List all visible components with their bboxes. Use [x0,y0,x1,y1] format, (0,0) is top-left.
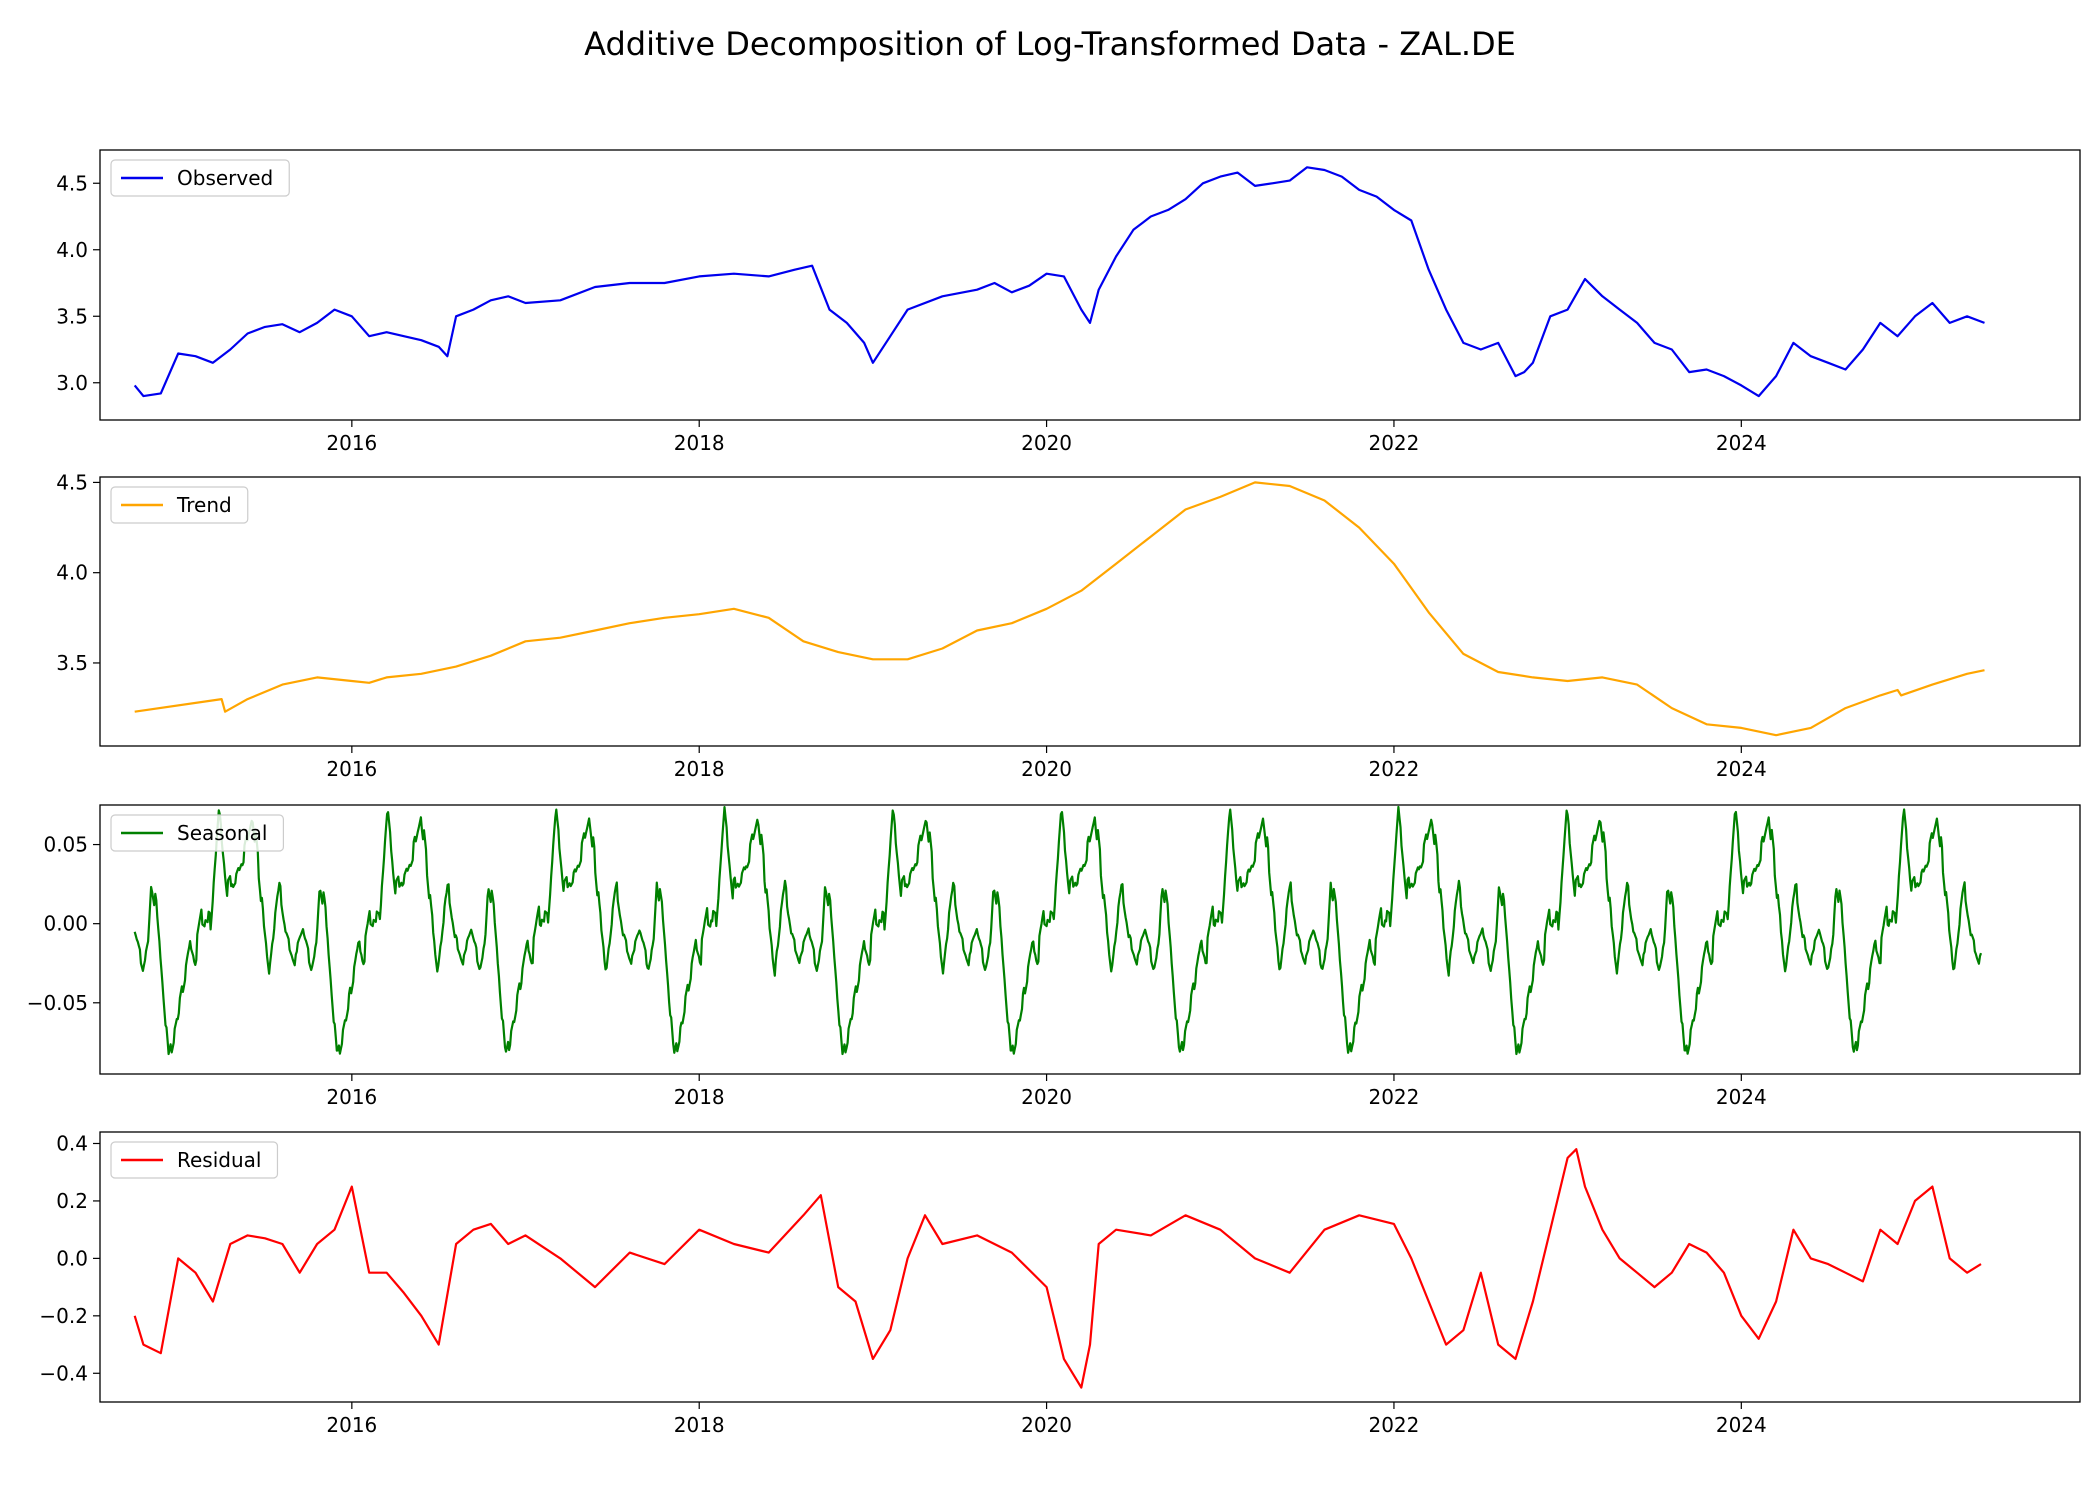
observed-ytick-label: 4.5 [56,171,88,195]
observed-xtick-label: 2016 [326,431,377,455]
observed-legend: Observed [110,159,290,197]
residual-xtick-label: 2018 [674,1413,725,1437]
seasonal-axes-frame [99,804,2081,1075]
seasonal-xtick-label: 2020 [1021,1085,1072,1109]
trend-ytick-label: 4.0 [56,561,88,585]
seasonal-xtick-label: 2024 [1716,1085,1767,1109]
residual-ytick-label: 0.2 [56,1189,88,1213]
residual-ytick-label: 0.0 [56,1246,88,1270]
trend-ytick-label: 3.5 [56,651,88,675]
residual-legend: Residual [110,1141,279,1179]
observed-axes-frame [99,149,2081,421]
residual-legend-label: Residual [177,1148,261,1172]
figure-title: Additive Decomposition of Log-Transforme… [584,25,1516,63]
trend-xtick-label: 2018 [674,757,725,781]
seasonal-legend-label: Seasonal [177,821,267,845]
seasonal-xtick-label: 2016 [326,1085,377,1109]
residual-xtick-label: 2022 [1368,1413,1419,1437]
subplot-observed: 2016 2018 2020 2022 2024 3.0 3.5 4.0 4.5 Observed [56,149,2081,455]
subplot-panels: 2016 2018 2020 2022 2024 3.0 3.5 4.0 4.5 Observed… [27,149,2081,1437]
subplot-seasonal: 2016 2018 2020 2022 2024 −0.05 0.00 0.05 Seasona… [27,804,2081,1109]
trend-xtick-label: 2022 [1368,757,1419,781]
observed-xtick-label: 2018 [674,431,725,455]
residual-series-line [133,1148,1982,1389]
trend-legend: Trend [110,486,249,524]
trend-legend-label: Trend [176,493,232,517]
observed-ytick-label: 4.0 [56,238,88,262]
observed-ytick-label: 3.0 [56,371,88,395]
trend-legend-box [110,486,249,524]
subplot-residual: 2016 2018 2020 2022 2024 −0.4 −0.2 0.0 0.2 0.4 Res… [39,1131,2081,1437]
residual-ytick-label: 0.4 [56,1131,88,1155]
trend-ytick-label: 4.5 [56,470,88,494]
observed-ytick-label: 3.5 [56,304,88,328]
seasonal-ytick-label: 0.00 [43,912,88,936]
trend-xtick-label: 2020 [1021,757,1072,781]
residual-ytick-label: −0.2 [39,1304,88,1328]
trend-series-line [134,481,1985,737]
observed-xtick-label: 2020 [1021,431,1072,455]
residual-xtick-label: 2020 [1021,1413,1072,1437]
seasonal-legend: Seasonal [110,814,285,852]
seasonal-xtick-label: 2018 [674,1085,725,1109]
residual-legend-box [110,1141,279,1179]
seasonal-xtick-label: 2022 [1368,1085,1419,1109]
seasonal-legend-box [110,814,285,852]
trend-xtick-label: 2024 [1716,757,1767,781]
trend-xtick-label: 2016 [326,757,377,781]
residual-xtick-label: 2016 [326,1413,377,1437]
trend-axes-frame [99,476,2081,747]
seasonal-ytick-label: 0.05 [43,833,88,857]
observed-series-line [133,166,1985,398]
seasonal-ytick-label: −0.05 [27,991,88,1015]
observed-xtick-label: 2022 [1368,431,1419,455]
observed-xtick-label: 2024 [1716,431,1767,455]
residual-xtick-label: 2024 [1716,1413,1767,1437]
subplot-trend: 2016 2018 2020 2022 2024 3.5 4.0 4.5 Trend [56,470,2081,781]
seasonal-series-line [133,805,1983,1056]
residual-axes-frame [99,1131,2081,1403]
observed-legend-box [110,159,290,197]
residual-ytick-label: −0.4 [39,1361,88,1385]
observed-legend-label: Observed [177,166,273,190]
